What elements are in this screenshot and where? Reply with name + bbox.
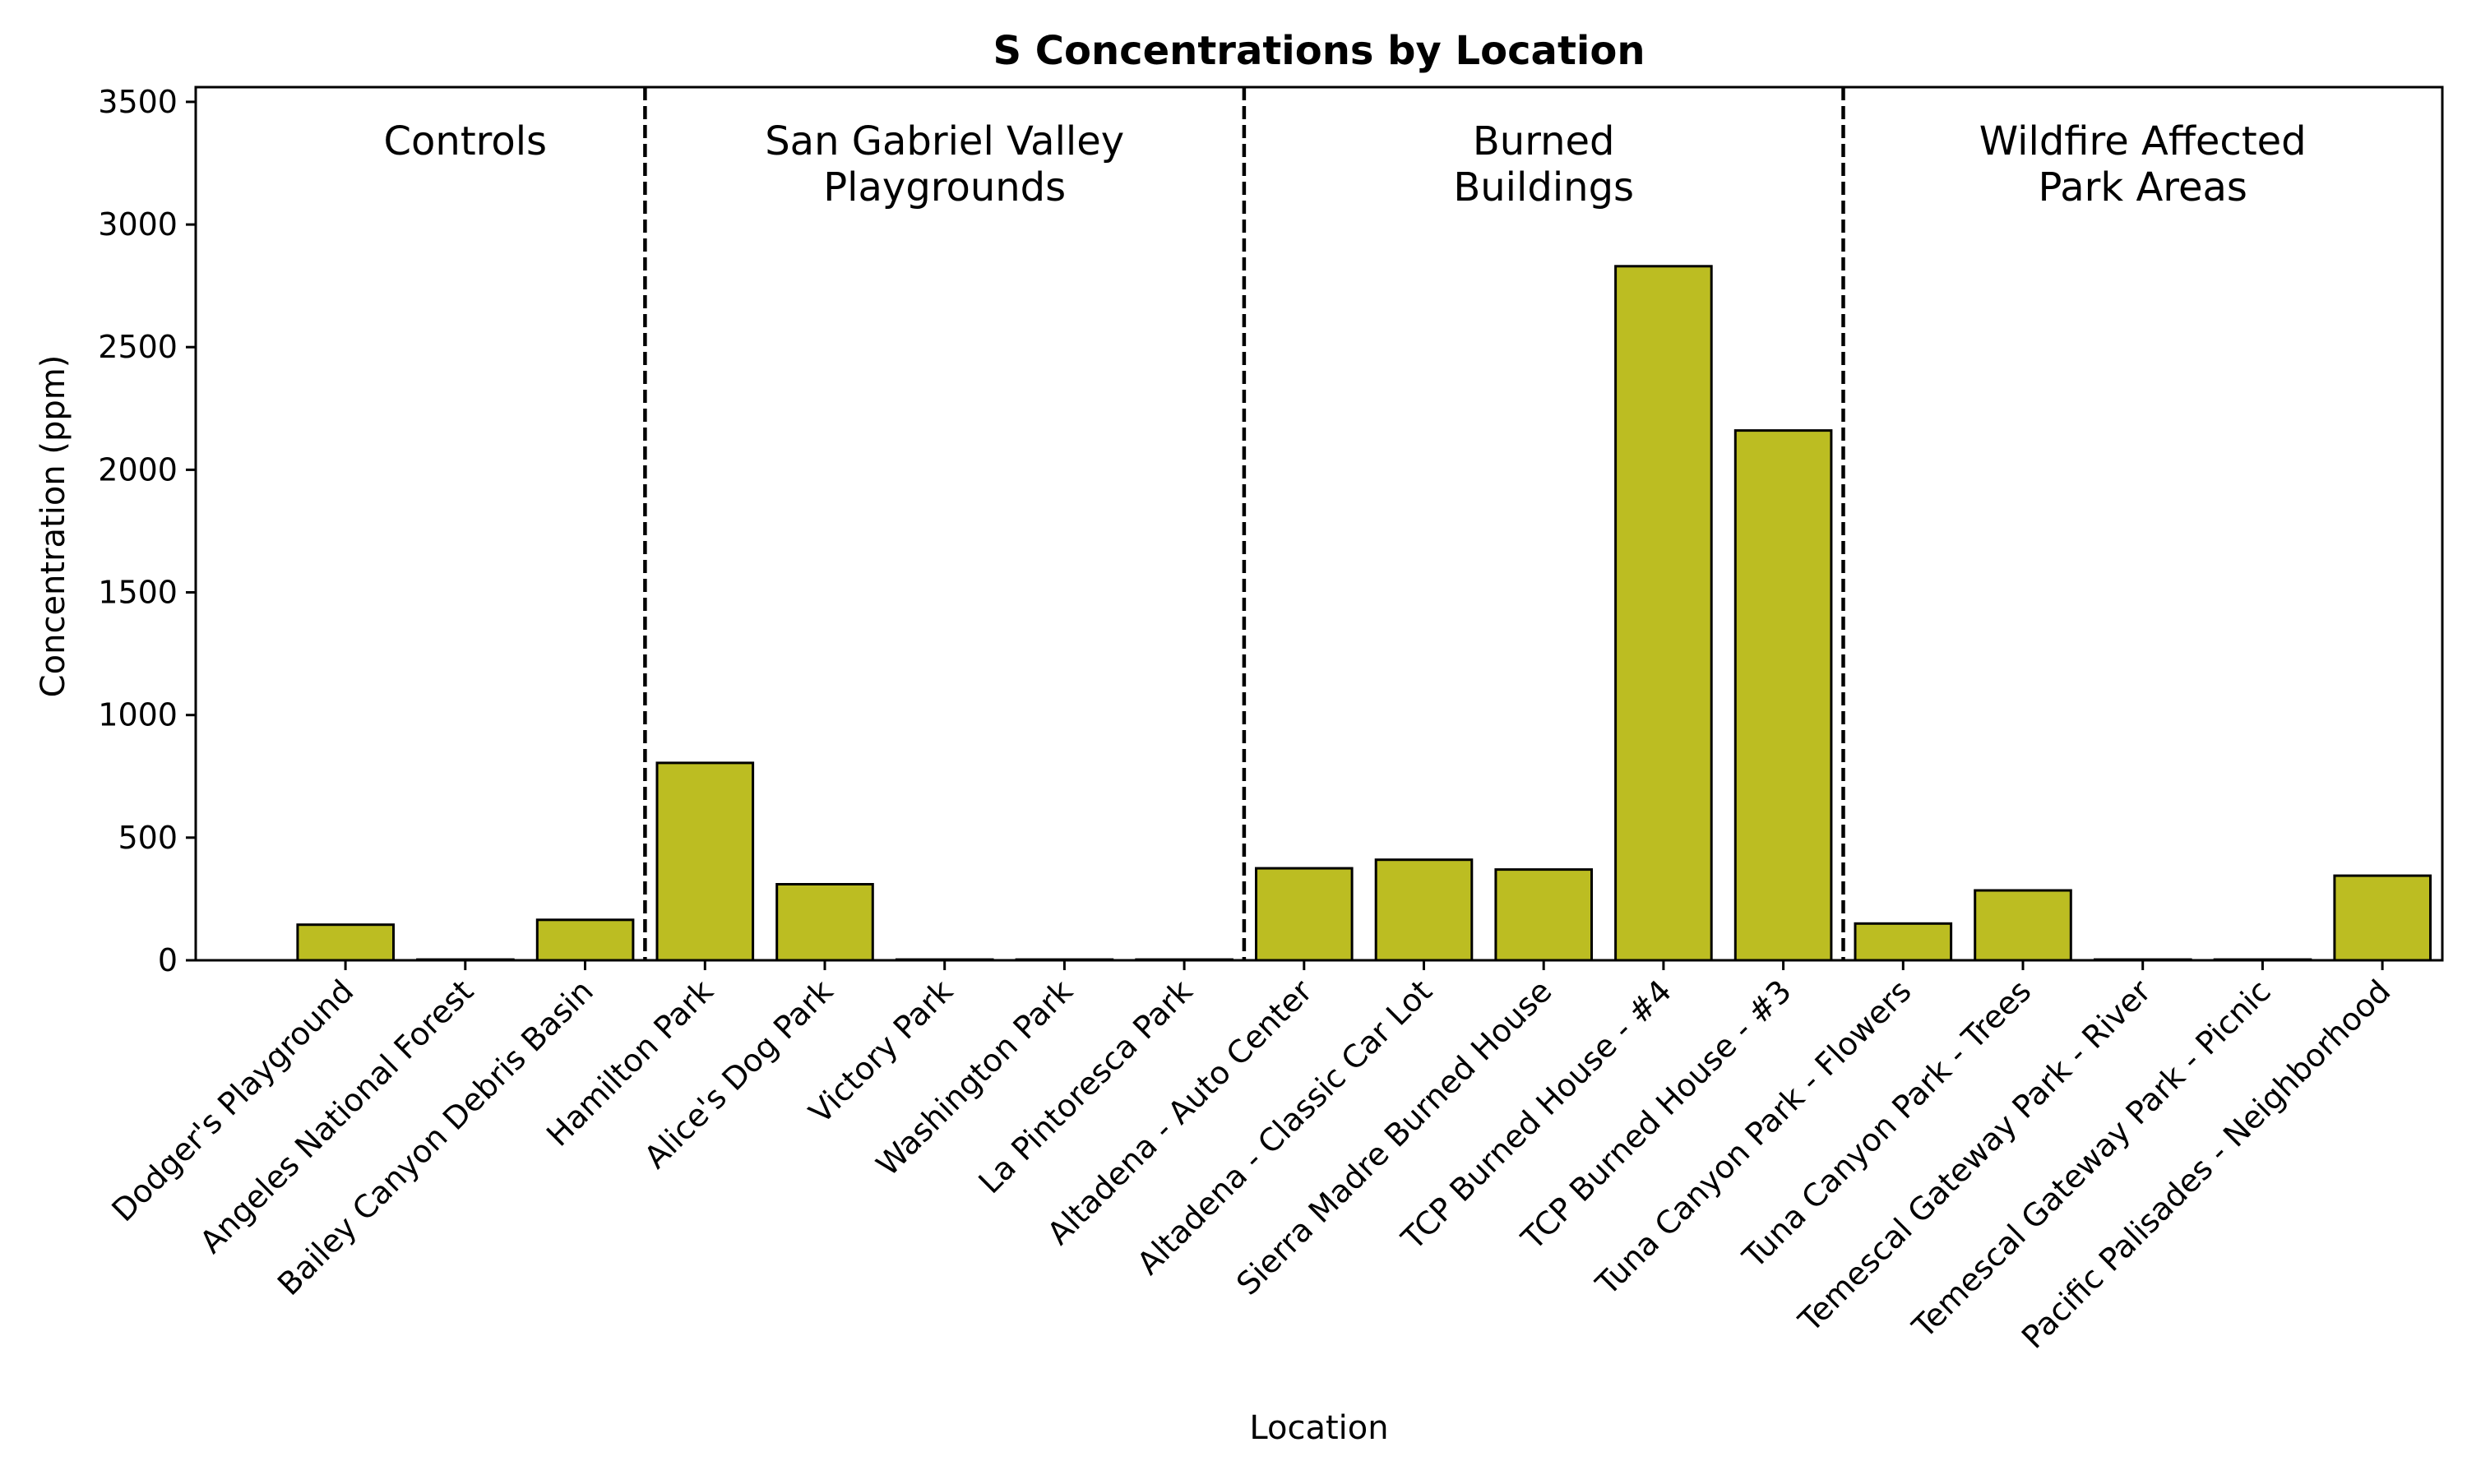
bar	[655, 761, 755, 962]
bar	[1733, 429, 1833, 962]
bar	[296, 923, 395, 962]
y-tick-label: 0	[158, 942, 178, 978]
bar	[1854, 922, 1953, 962]
plot-frame	[194, 86, 2444, 962]
y-axis: 0 500 1000 1500 2000 2500 3000 3500	[98, 84, 196, 978]
group-separators	[643, 87, 1845, 960]
y-tick-label: 2000	[98, 451, 178, 488]
group-label: Burned Buildings	[1453, 118, 1634, 210]
bar	[2333, 874, 2432, 962]
y-tick-label: 1000	[98, 697, 178, 733]
bar	[1255, 867, 1354, 962]
y-axis-label: Concentration (ppm)	[35, 355, 72, 698]
bar	[1974, 889, 2072, 962]
y-tick-label: 500	[118, 820, 178, 856]
group-label: Controls	[384, 118, 548, 164]
bar	[1614, 265, 1713, 962]
bar	[535, 918, 635, 962]
bar	[1494, 868, 1594, 962]
chart-title: S Concentrations by Location	[993, 28, 1645, 74]
y-tick-label: 3500	[98, 84, 178, 120]
y-tick-label: 2500	[98, 329, 178, 365]
x-axis-label: Location	[1249, 1409, 1388, 1447]
group-label: San Gabriel Valley Playgrounds	[765, 118, 1124, 210]
y-tick-label: 1500	[98, 575, 178, 611]
group-label: Wildfire Affected Park Areas	[1979, 118, 2307, 210]
bars-layer	[296, 265, 2432, 962]
y-tick-label: 3000	[98, 206, 178, 243]
bar	[775, 883, 874, 962]
group-labels: Controls San Gabriel Valley Playgrounds Bur…	[384, 118, 2307, 210]
bar	[1374, 858, 1474, 962]
